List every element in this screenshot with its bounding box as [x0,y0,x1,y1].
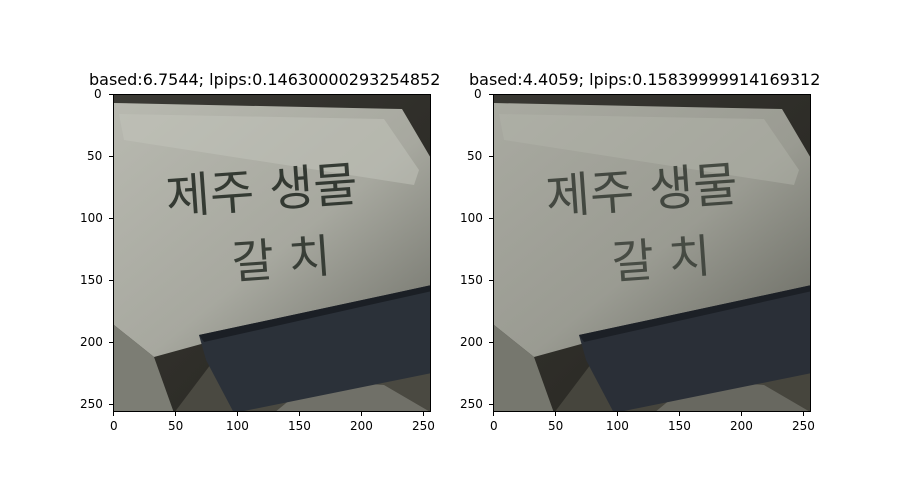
tick [299,412,300,416]
x-tick-label: 200 [350,419,373,433]
x-tick-label: 250 [412,419,435,433]
tick [361,412,362,416]
x-tick-label: 250 [792,419,815,433]
tick [679,412,680,416]
tick [489,94,493,95]
y-tick-label: 250 [460,397,483,411]
tick [803,412,804,416]
tick [489,218,493,219]
tick [109,156,113,157]
tick [109,218,113,219]
tick [109,94,113,95]
tick [741,412,742,416]
left-image-text-line1: 제주 생물 [164,157,359,226]
x-tick-label: 50 [168,419,184,433]
tick [489,342,493,343]
tick [237,412,238,416]
y-tick-label: 50 [467,149,483,163]
y-tick-label: 100 [460,211,483,225]
left-panel-title: based:6.7544; lpips:0.14630000293254852 [89,70,441,89]
y-tick-label: 150 [460,273,483,287]
left-image-axes: 제주 생물 갈 치 [113,94,431,412]
y-tick-label: 200 [460,335,483,349]
tick [489,404,493,405]
right-image-text-line1: 제주 생물 [544,157,739,226]
left-image-text: 제주 생물 갈 치 [164,157,359,290]
tick [109,280,113,281]
tick [617,412,618,416]
tick [175,412,176,416]
right-image-axes: 제주 생물 갈 치 [493,94,811,412]
right-image-text: 제주 생물 갈 치 [544,157,739,290]
x-tick-label: 0 [110,419,118,433]
right-panel-title: based:4.4059; lpips:0.15839999914169312 [469,70,821,89]
tick [113,412,114,416]
y-tick-label: 100 [80,211,103,225]
tick [109,404,113,405]
right-image-text-line2: 갈 치 [610,229,713,290]
tick [555,412,556,416]
x-tick-label: 0 [490,419,498,433]
right-image: 제주 생물 갈 치 [494,95,810,411]
x-tick-label: 50 [548,419,564,433]
tick [489,156,493,157]
y-tick-label: 200 [80,335,103,349]
y-tick-label: 250 [80,397,103,411]
y-tick-label: 50 [87,149,103,163]
left-image: 제주 생물 갈 치 [114,95,430,411]
x-tick-label: 150 [668,419,691,433]
x-tick-label: 100 [606,419,629,433]
x-tick-label: 150 [288,419,311,433]
tick [493,412,494,416]
y-tick-label: 0 [94,87,102,101]
tick [109,342,113,343]
tick [423,412,424,416]
y-tick-label: 0 [474,87,482,101]
x-tick-label: 100 [226,419,249,433]
left-image-text-line2: 갈 치 [230,229,333,290]
tick [489,280,493,281]
y-tick-label: 150 [80,273,103,287]
x-tick-label: 200 [730,419,753,433]
